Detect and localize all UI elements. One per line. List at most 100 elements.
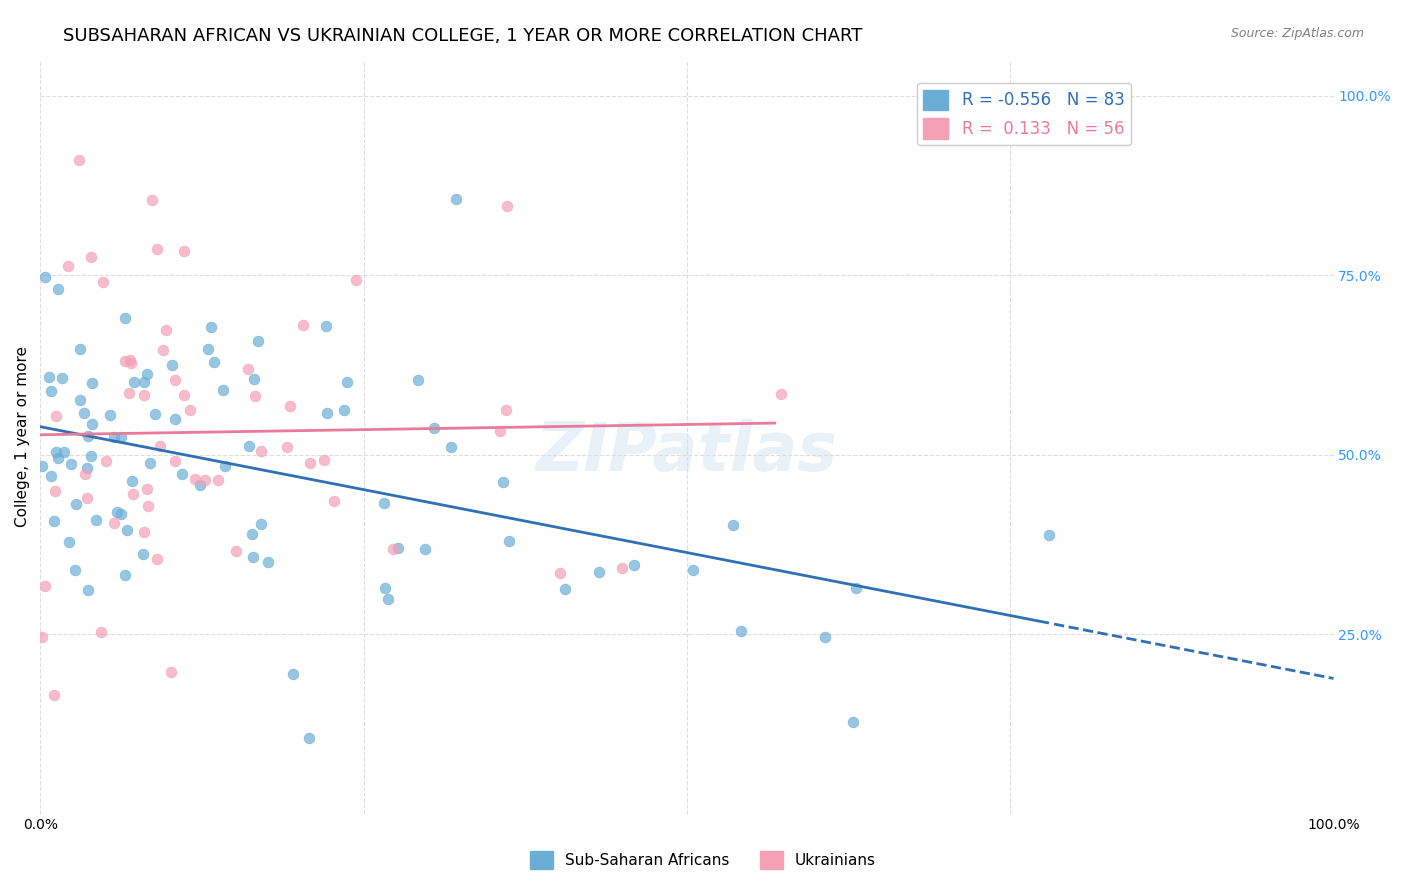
Point — [73, 467, 96, 481]
Point — [256, 555, 278, 569]
Point — [250, 443, 273, 458]
Point — [249, 516, 271, 531]
Point — [134, 388, 156, 402]
Point — [44, 514, 66, 528]
Point — [197, 343, 219, 357]
Point — [242, 549, 264, 564]
Point — [165, 412, 187, 426]
Point — [138, 456, 160, 470]
Point — [160, 358, 183, 372]
Point — [183, 472, 205, 486]
Point — [298, 456, 321, 470]
Point — [495, 402, 517, 417]
Point — [122, 376, 145, 390]
Point — [149, 439, 172, 453]
Point — [105, 505, 128, 519]
Point — [173, 388, 195, 402]
Point — [492, 475, 515, 489]
Point — [554, 582, 576, 597]
Point — [173, 244, 195, 258]
Legend: R = -0.556   N = 83, R =  0.133   N = 56: R = -0.556 N = 83, R = 0.133 N = 56 — [917, 83, 1132, 145]
Point — [80, 417, 103, 431]
Point — [69, 342, 91, 356]
Point — [76, 429, 98, 443]
Point — [136, 499, 159, 513]
Point — [163, 372, 186, 386]
Point — [80, 250, 103, 264]
Point — [172, 467, 194, 481]
Point — [31, 630, 53, 644]
Point — [610, 561, 633, 575]
Point — [845, 581, 868, 595]
Point — [200, 319, 222, 334]
Point — [141, 193, 163, 207]
Point — [588, 566, 610, 580]
Point — [387, 541, 409, 555]
Point — [336, 375, 359, 389]
Point — [114, 568, 136, 582]
Point — [80, 449, 103, 463]
Point — [146, 551, 169, 566]
Point — [73, 406, 96, 420]
Point — [423, 420, 446, 434]
Point — [76, 461, 98, 475]
Point — [495, 199, 517, 213]
Point — [344, 273, 367, 287]
Point — [316, 406, 339, 420]
Point — [122, 486, 145, 500]
Point — [188, 478, 211, 492]
Point — [53, 445, 76, 459]
Point — [194, 473, 217, 487]
Point — [214, 458, 236, 473]
Point — [225, 544, 247, 558]
Text: SUBSAHARAN AFRICAN VS UKRAINIAN COLLEGE, 1 YEAR OR MORE CORRELATION CHART: SUBSAHARAN AFRICAN VS UKRAINIAN COLLEGE,… — [63, 27, 863, 45]
Point — [146, 242, 169, 256]
Point — [90, 625, 112, 640]
Point — [406, 373, 429, 387]
Point — [103, 516, 125, 530]
Point — [67, 153, 90, 167]
Point — [207, 473, 229, 487]
Point — [59, 457, 82, 471]
Point — [84, 513, 107, 527]
Point — [730, 624, 752, 638]
Point — [110, 507, 132, 521]
Point — [155, 323, 177, 337]
Point — [41, 384, 63, 399]
Point — [278, 400, 301, 414]
Y-axis label: College, 1 year or more: College, 1 year or more — [15, 346, 30, 527]
Point — [121, 475, 143, 489]
Point — [38, 370, 60, 384]
Point — [247, 334, 270, 349]
Point — [283, 667, 305, 681]
Point — [91, 275, 114, 289]
Point — [143, 408, 166, 422]
Point — [34, 270, 56, 285]
Point — [45, 409, 67, 424]
Point — [202, 355, 225, 369]
Point — [160, 665, 183, 679]
Point — [56, 259, 79, 273]
Point — [769, 387, 792, 401]
Point — [489, 424, 512, 438]
Point — [152, 343, 174, 358]
Point — [135, 367, 157, 381]
Point — [132, 547, 155, 561]
Point — [77, 583, 100, 598]
Point — [440, 440, 463, 454]
Point — [291, 318, 314, 332]
Point — [96, 453, 118, 467]
Point — [39, 469, 62, 483]
Point — [117, 523, 139, 537]
Point — [82, 376, 104, 391]
Point — [34, 579, 56, 593]
Point — [323, 494, 346, 508]
Point — [814, 630, 837, 644]
Point — [238, 362, 260, 376]
Point — [1038, 528, 1060, 542]
Point — [110, 429, 132, 443]
Point — [243, 371, 266, 385]
Point — [276, 440, 298, 454]
Point — [242, 527, 264, 541]
Point — [120, 355, 142, 369]
